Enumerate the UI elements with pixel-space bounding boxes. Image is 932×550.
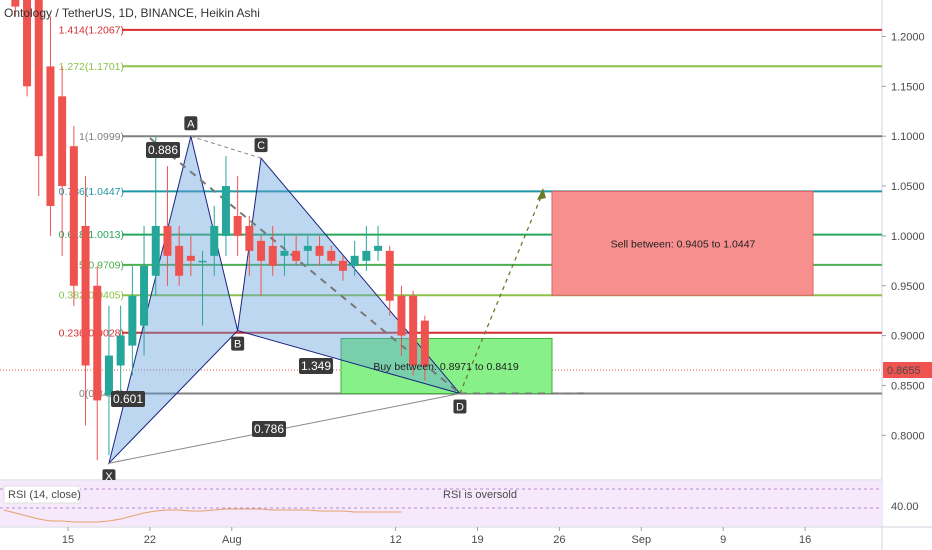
candle-body	[338, 260, 347, 271]
candle-body	[46, 66, 55, 206]
rsi-tick-label: 40.00	[891, 501, 919, 513]
x-tick-label: 22	[144, 534, 156, 546]
candle-body	[23, 0, 32, 87]
rsi-line	[3, 508, 402, 523]
y-tick-label: 0.8000	[891, 430, 925, 442]
candle-body	[420, 320, 429, 366]
candle-body	[58, 96, 67, 187]
x-tick-label: Aug	[222, 534, 242, 546]
last-price-label: 0.8655	[887, 365, 921, 377]
candle-body	[280, 250, 289, 256]
projection-trendline	[149, 137, 461, 395]
candle-body	[397, 295, 406, 336]
rsi-label: RSI (14, close)	[8, 489, 81, 501]
x-tick-label: 9	[720, 534, 726, 546]
candle-body	[327, 250, 336, 261]
candle-body	[409, 295, 418, 366]
fib-label: 0.786(1.0447)	[59, 186, 124, 198]
sell-zone	[551, 190, 814, 296]
candle-body	[221, 186, 230, 236]
candle-body	[163, 225, 172, 256]
y-tick-label: 1.0500	[891, 181, 925, 193]
x-tick-label: 12	[389, 534, 401, 546]
candle-body	[186, 255, 195, 261]
pattern-point-label: A	[187, 118, 195, 130]
candle-body	[210, 225, 219, 256]
ratio-label: 1.349	[301, 359, 331, 373]
rsi-status: RSI is oversold	[443, 489, 517, 501]
pattern-point-label: D	[456, 402, 464, 414]
pattern-point-badge	[231, 336, 245, 351]
pattern-point-label: X	[105, 471, 113, 483]
buy-zone-label: Buy between: 0.8971 to 0.8419	[373, 361, 519, 373]
candle-body	[151, 225, 160, 276]
candle-body	[175, 245, 184, 276]
candle-body	[292, 250, 301, 261]
y-tick-label: 0.8500	[891, 380, 925, 392]
y-tick-label: 1.0000	[891, 231, 925, 243]
x-tick-label: 15	[62, 534, 74, 546]
pattern-point-label: B	[234, 339, 241, 351]
target-arrow-head	[537, 188, 546, 201]
buy-zone	[340, 337, 553, 395]
y-tick-label: 1.1000	[891, 131, 925, 143]
ratio-label: 0.601	[113, 392, 143, 406]
rsi-label-box	[3, 485, 81, 504]
candle-body	[81, 225, 90, 366]
candle-body	[69, 146, 78, 286]
ratio-label: 0.886	[148, 143, 178, 157]
fib-label: 0.618(1.0013)	[59, 229, 124, 241]
rsi-band	[0, 481, 882, 526]
y-tick-label: 0.9500	[891, 281, 925, 293]
fib-label: 1.414(1.2067)	[59, 24, 124, 36]
candle-body	[303, 245, 312, 251]
ac-ratio-line	[190, 135, 262, 159]
candle-body	[268, 245, 277, 266]
x-tick-label: 16	[799, 534, 811, 546]
candle-body	[104, 355, 113, 396]
candle-body	[93, 285, 102, 401]
candle-body	[315, 245, 324, 256]
ratio-badge	[146, 142, 180, 158]
pattern-point-badge	[453, 399, 467, 414]
sell-zone-label: Sell between: 0.9405 to 1.0447	[611, 238, 756, 250]
candle-body	[140, 265, 149, 326]
ratio-badge	[252, 421, 286, 437]
ratio-badge	[111, 391, 145, 407]
x-tick-label: 26	[553, 534, 565, 546]
candle-body	[116, 335, 125, 366]
pattern-point-badge	[102, 469, 116, 480]
candle-body	[257, 240, 266, 261]
main-pane: 1.414(1.2067) 1.272(1.1701) 1(1.0999) 0.786…	[0, 0, 882, 483]
y-tick-label: 1.1500	[891, 81, 925, 93]
candle-body	[350, 255, 359, 266]
fib-label: 1(1.0999)	[79, 131, 124, 143]
candle-body	[374, 245, 383, 251]
candle-body	[198, 260, 207, 263]
candle-body	[385, 250, 394, 301]
candle-body	[245, 225, 254, 251]
y-tick-label: 0.9000	[891, 331, 925, 343]
y-tick-label: 1.2000	[891, 32, 925, 44]
ratio-badge	[299, 358, 333, 374]
candle-body	[11, 0, 20, 7]
chart-title: Ontology / TetherUS, 1D, BINANCE, Heikin…	[4, 6, 260, 20]
pattern-point-badge	[254, 138, 268, 153]
x-tick-label: 19	[471, 534, 483, 546]
candle-body	[233, 215, 242, 236]
fib-label: 0.236(0.9028)	[59, 327, 124, 339]
x-tick-label: Sep	[632, 534, 652, 546]
candle-body	[362, 250, 371, 261]
fib-label: 1.272(1.1701)	[59, 61, 124, 73]
ratio-label: 0.786	[254, 422, 284, 436]
candle-body	[128, 295, 137, 346]
candle-body	[34, 0, 43, 157]
pattern-point-badge	[184, 116, 198, 131]
fib-label: 0.382(0.9405)	[59, 290, 124, 302]
pattern-point-label: C	[257, 140, 265, 152]
last-price-tag	[883, 361, 932, 378]
